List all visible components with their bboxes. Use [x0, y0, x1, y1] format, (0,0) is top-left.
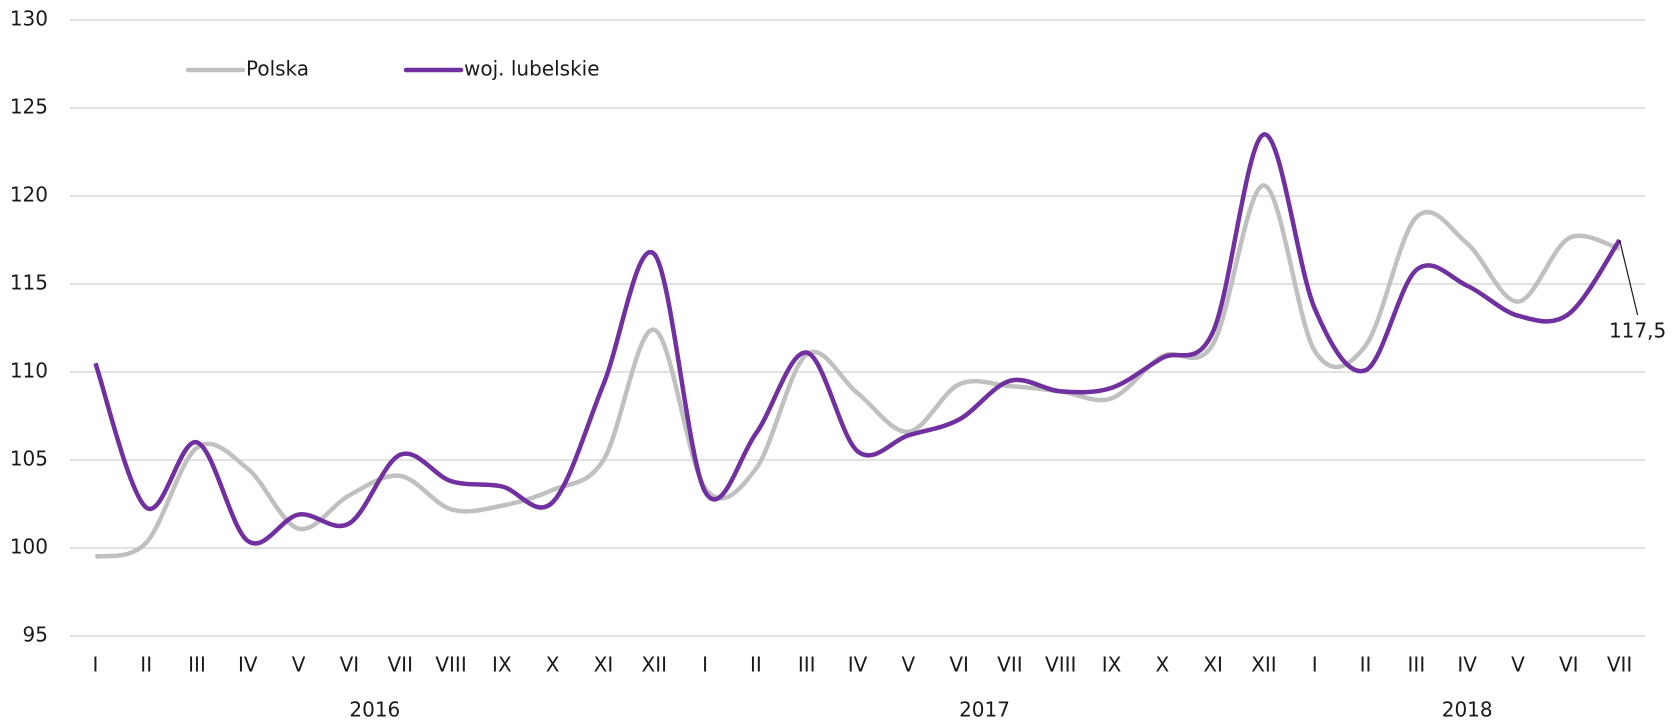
x-tick-label: III	[798, 653, 816, 677]
x-tick-label: VI	[1559, 653, 1579, 677]
line-series	[94, 183, 1621, 560]
x-tick-label: X	[546, 653, 560, 677]
y-tick-label: 130	[10, 7, 48, 31]
x-tick-label: IV	[1457, 653, 1477, 677]
x-tick-label: XI	[1203, 653, 1223, 677]
year-label: 2017	[959, 698, 1010, 720]
x-tick-label: III	[1408, 653, 1426, 677]
x-tick-label: IV	[238, 653, 258, 677]
y-tick-label: 125	[10, 95, 48, 119]
x-tick-label: II	[140, 653, 152, 677]
x-tick-label: IV	[848, 653, 868, 677]
x-tick-label: I	[702, 653, 708, 677]
x-tick-label: VIII	[435, 653, 466, 677]
x-tick-label: XII	[1251, 653, 1277, 677]
legend-label: Polska	[246, 57, 309, 81]
x-tick-label: V	[901, 653, 915, 677]
year-label: 2018	[1442, 698, 1493, 720]
x-tick-label: VII	[387, 653, 412, 677]
x-tick-label: VI	[949, 653, 969, 677]
x-tick-label: VII	[997, 653, 1022, 677]
x-tick-label: II	[750, 653, 762, 677]
x-tick-label: XII	[642, 653, 668, 677]
x-tick-label: I	[92, 653, 98, 677]
y-tick-label: 105	[10, 447, 48, 471]
x-tick-label: XI	[594, 653, 614, 677]
x-tick-label: II	[1360, 653, 1372, 677]
x-tick-label: IX	[492, 653, 512, 677]
x-tick-label: VIII	[1045, 653, 1076, 677]
data-label: 117,5	[1609, 319, 1666, 343]
line-series	[93, 132, 1622, 546]
y-tick-label: 110	[10, 359, 48, 383]
x-tick-label: III	[188, 653, 206, 677]
x-tick-label: V	[1511, 653, 1525, 677]
x-tick-label: IX	[1102, 653, 1122, 677]
x-tick-label: VII	[1607, 653, 1632, 677]
y-tick-label: 100	[10, 535, 48, 559]
year-label: 2016	[349, 698, 400, 720]
y-tick-label: 95	[23, 623, 48, 647]
x-tick-label: X	[1155, 653, 1169, 677]
x-tick-label: V	[292, 653, 306, 677]
legend-label: woj. lubelskie	[464, 57, 600, 81]
x-tick-label: VI	[340, 653, 360, 677]
x-tick-label: I	[1312, 653, 1318, 677]
y-tick-label: 115	[10, 271, 48, 295]
annotation-leader	[1619, 239, 1639, 316]
y-tick-label: 120	[10, 183, 48, 207]
